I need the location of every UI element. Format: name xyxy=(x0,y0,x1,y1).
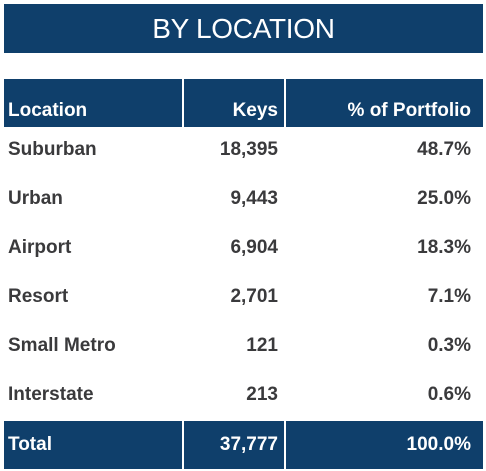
page-title: BY LOCATION xyxy=(152,12,335,44)
pct-cell: 18.3% xyxy=(417,237,471,258)
header-pct-portfolio: % of Portfolio xyxy=(347,100,471,121)
header-keys: Keys xyxy=(232,100,278,121)
column-divider xyxy=(182,79,184,127)
total-keys: 37,777 xyxy=(219,434,278,455)
location-cell: Airport xyxy=(8,237,72,258)
column-divider xyxy=(284,79,286,127)
table-header-row: Location Keys % of Portfolio xyxy=(4,79,483,127)
pct-cell: 0.6% xyxy=(427,384,471,405)
location-cell: Interstate xyxy=(8,384,94,405)
pct-cell: 0.3% xyxy=(427,335,471,356)
keys-cell: 6,904 xyxy=(230,237,278,258)
table-row: Resort 2,701 7.1% xyxy=(4,274,483,323)
pct-cell: 7.1% xyxy=(427,286,471,307)
location-cell: Resort xyxy=(8,286,69,307)
location-cell: Suburban xyxy=(8,139,97,160)
table-row: Small Metro 121 0.3% xyxy=(4,323,483,372)
table-row: Urban 9,443 25.0% xyxy=(4,176,483,225)
pct-cell: 48.7% xyxy=(417,139,471,160)
table-row: Suburban 18,395 48.7% xyxy=(4,127,483,176)
location-cell: Urban xyxy=(8,188,63,209)
table-row: Interstate 213 0.6% xyxy=(4,372,483,421)
keys-cell: 18,395 xyxy=(219,139,278,160)
title-bar: BY LOCATION xyxy=(4,4,483,53)
keys-cell: 9,443 xyxy=(230,188,278,209)
table-total-row: Total 37,777 100.0% xyxy=(4,421,483,469)
header-location: Location xyxy=(8,100,88,121)
location-cell: Small Metro xyxy=(8,335,116,356)
pct-cell: 25.0% xyxy=(417,188,471,209)
keys-cell: 2,701 xyxy=(230,286,278,307)
column-divider xyxy=(182,421,184,469)
keys-cell: 121 xyxy=(246,335,278,356)
keys-cell: 213 xyxy=(246,384,278,405)
total-label: Total xyxy=(8,434,52,455)
table-row: Airport 6,904 18.3% xyxy=(4,225,483,274)
total-pct: 100.0% xyxy=(406,434,471,455)
column-divider xyxy=(284,421,286,469)
